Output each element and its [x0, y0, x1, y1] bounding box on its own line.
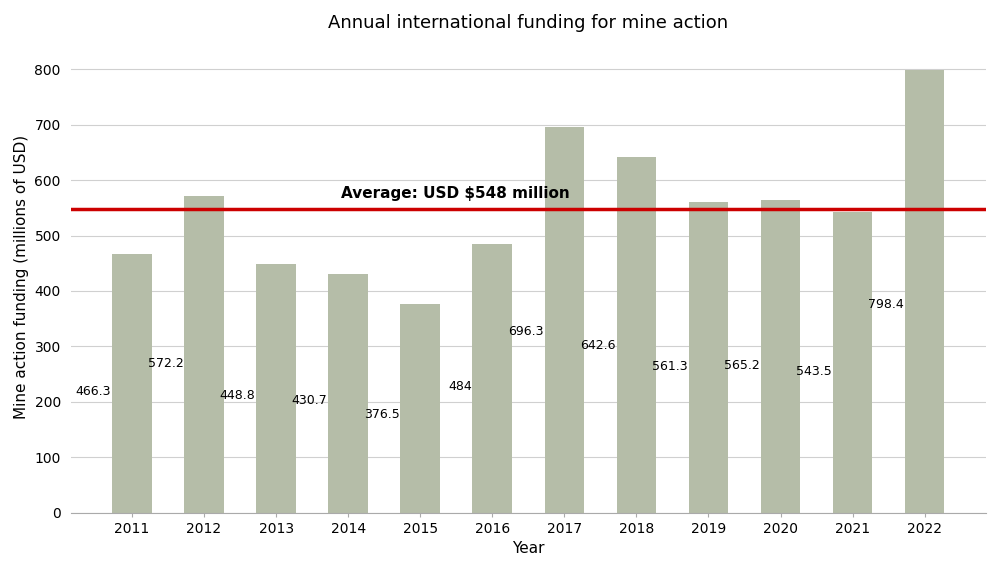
- Text: 448.8: 448.8: [220, 389, 255, 402]
- Text: 466.3: 466.3: [76, 385, 111, 398]
- Bar: [328, 274, 368, 512]
- Text: 543.5: 543.5: [796, 365, 832, 377]
- Bar: [400, 304, 440, 512]
- X-axis label: Year: Year: [512, 541, 545, 556]
- Bar: [112, 254, 152, 512]
- Bar: [761, 200, 800, 512]
- Text: 561.3: 561.3: [652, 360, 688, 373]
- Y-axis label: Mine action funding (millions of USD): Mine action funding (millions of USD): [14, 135, 29, 419]
- Title: Annual international funding for mine action: Annual international funding for mine ac…: [328, 14, 728, 32]
- Text: 798.4: 798.4: [868, 298, 904, 311]
- Text: 642.6: 642.6: [580, 339, 616, 352]
- Text: 376.5: 376.5: [364, 408, 400, 421]
- Text: 565.2: 565.2: [724, 359, 760, 372]
- Text: 484: 484: [448, 380, 472, 393]
- Bar: [689, 202, 728, 512]
- Bar: [545, 127, 584, 512]
- Bar: [833, 211, 872, 512]
- Bar: [256, 264, 296, 512]
- Bar: [184, 196, 224, 512]
- Bar: [472, 245, 512, 512]
- Text: 572.2: 572.2: [148, 357, 183, 370]
- Bar: [905, 70, 944, 512]
- Bar: [617, 157, 656, 512]
- Text: Average: USD $548 million: Average: USD $548 million: [341, 186, 570, 201]
- Text: 696.3: 696.3: [508, 325, 544, 338]
- Text: 430.7: 430.7: [292, 394, 328, 407]
